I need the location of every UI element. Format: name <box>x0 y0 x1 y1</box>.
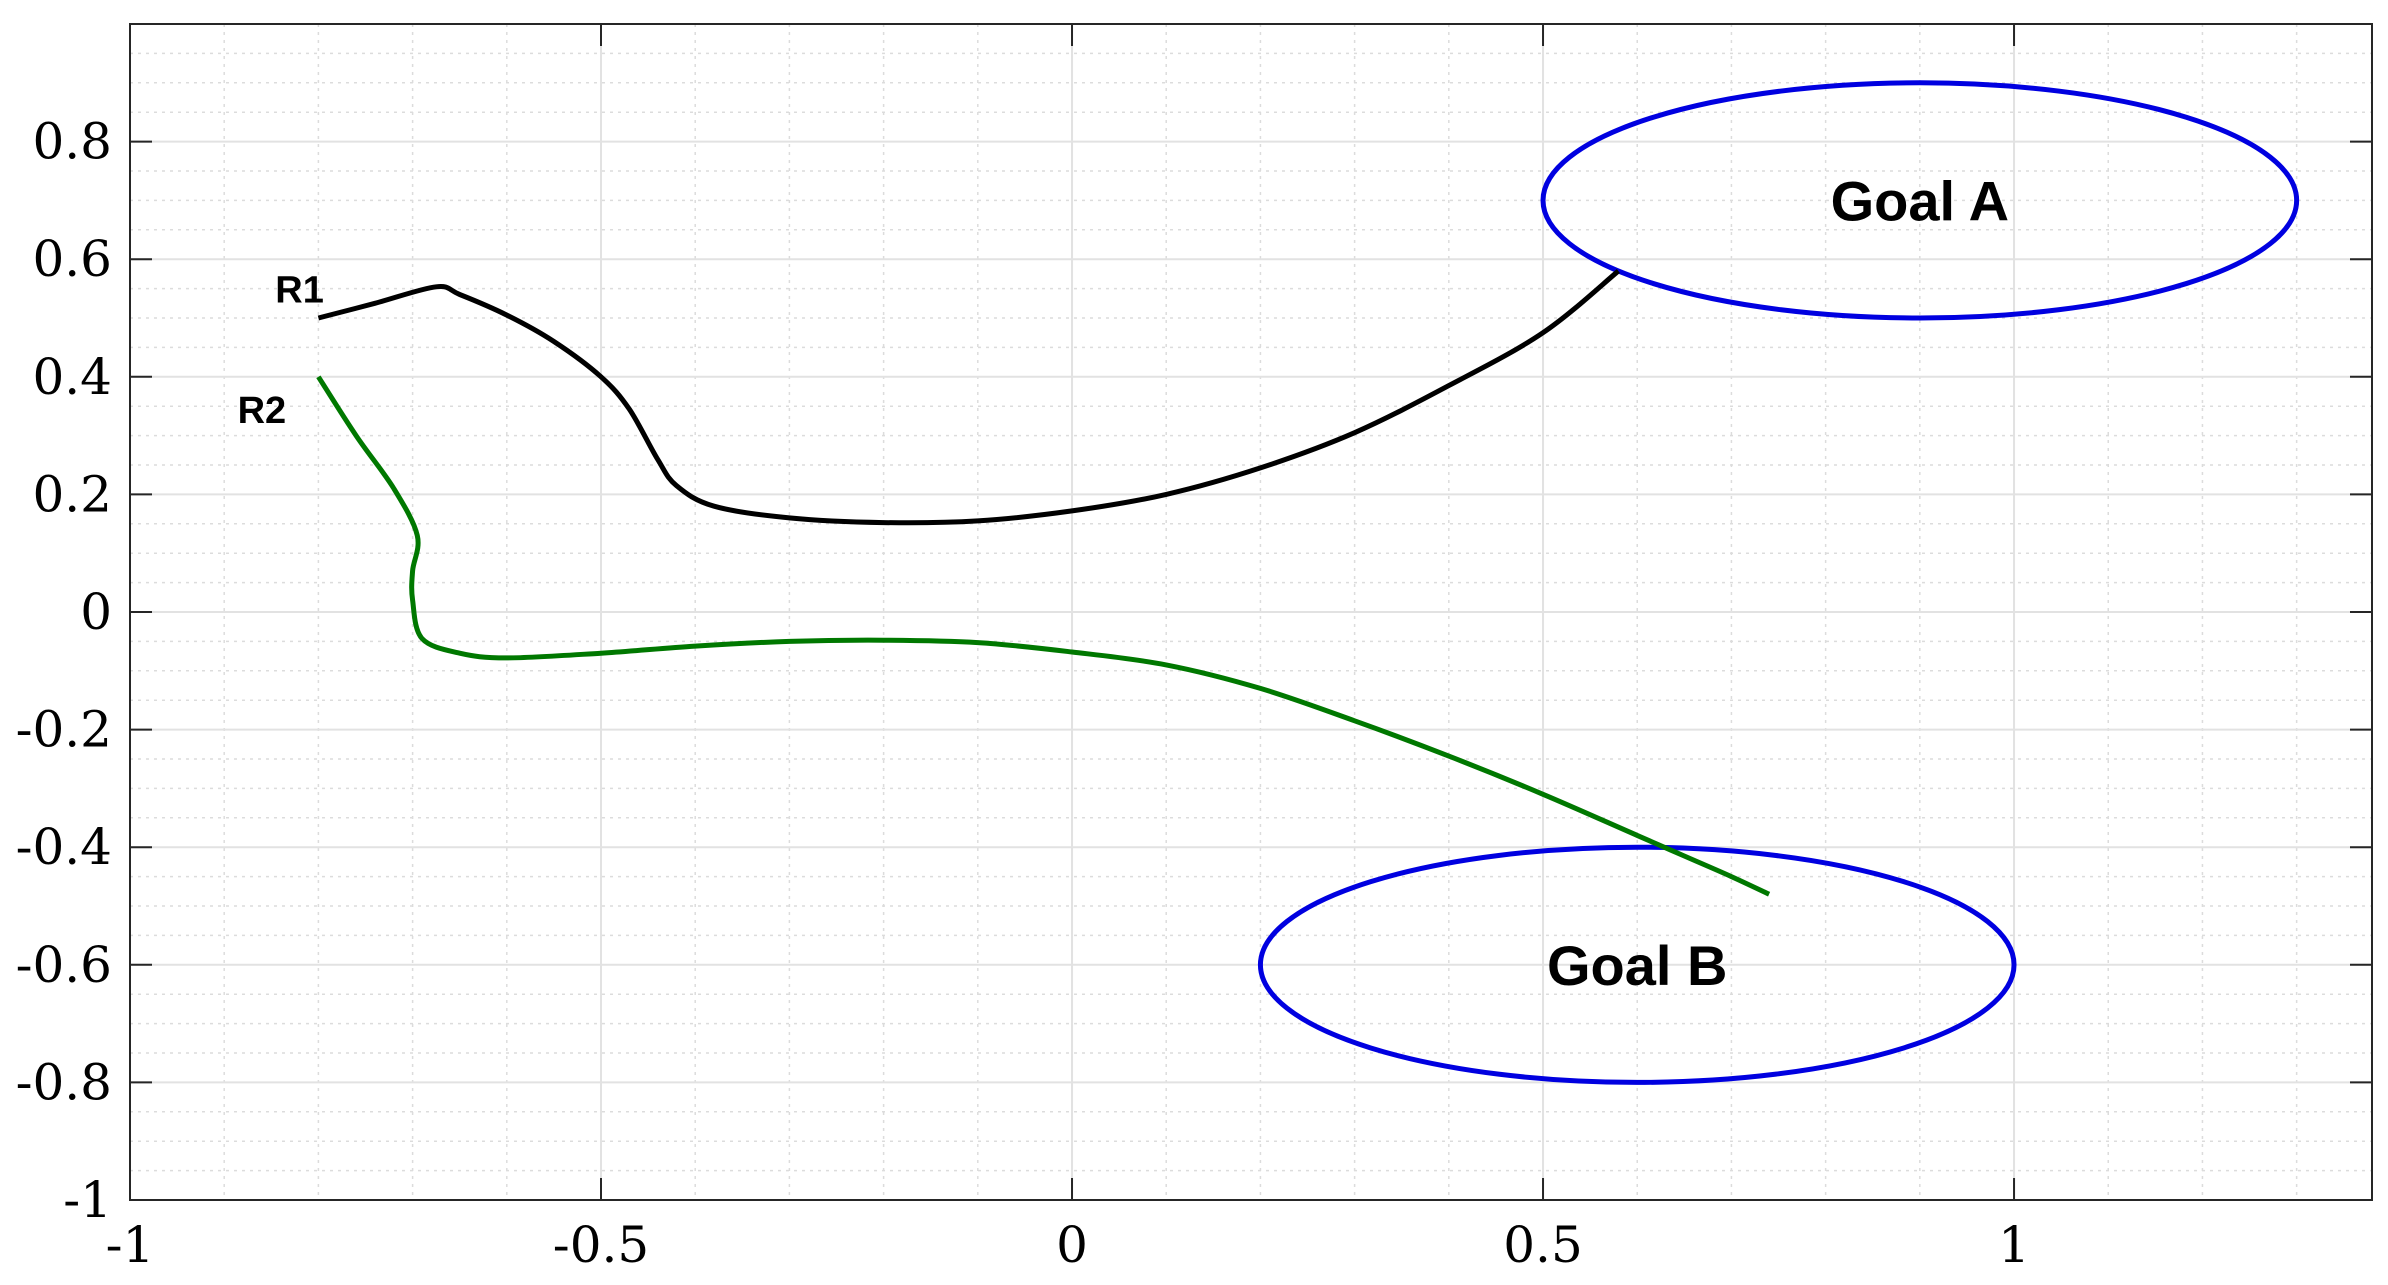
trajectory-line-r1 <box>317 269 1620 526</box>
tick-labels: -1 -0.5 0 0.5 1 0.8 0.6 0.4 0.2 0 -0.2 -0.4 -0.6 -0.8… <box>16 113 2030 1274</box>
annotations: Goal A Goal B R1 R2 <box>238 169 2009 996</box>
grid <box>129 24 2372 1201</box>
y-tick-label: -0.2 <box>16 701 112 759</box>
y-tick-label: -1 <box>63 1171 112 1229</box>
trajectories <box>316 269 1771 897</box>
y-tick-label: 0.6 <box>32 230 112 288</box>
goal-regions <box>1257 80 2300 1085</box>
x-tick-label: 0 <box>1056 1216 1088 1274</box>
trajectory-label-r2: R2 <box>238 390 287 432</box>
goal-region-label: Goal B <box>1547 934 1727 997</box>
x-tick-label: 1 <box>1998 1216 2030 1274</box>
trajectory-label-r1: R1 <box>275 270 324 312</box>
y-tick-label: 0.2 <box>32 465 112 523</box>
y-tick-label: -0.6 <box>16 936 112 994</box>
trajectory-line-r2 <box>316 375 1771 897</box>
y-tick-label: -0.4 <box>16 818 112 876</box>
goal-region-ellipse <box>1257 844 2017 1085</box>
y-tick-label: 0.4 <box>32 348 112 406</box>
y-tick-label: -0.8 <box>16 1053 112 1111</box>
y-tick-label: 0.8 <box>32 113 112 171</box>
x-tick-label: -0.5 <box>553 1216 649 1274</box>
axes <box>129 23 2373 1201</box>
y-tick-label: 0 <box>80 583 112 641</box>
goal-region-ellipse <box>1540 80 2300 321</box>
x-tick-label: 0.5 <box>1503 1216 1583 1274</box>
goal-region-label: Goal A <box>1831 169 2009 232</box>
x-tick-label: -1 <box>106 1216 155 1274</box>
